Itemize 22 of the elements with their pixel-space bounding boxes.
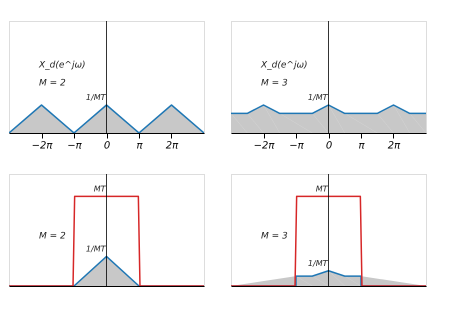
- x-tick-label: 0: [104, 140, 110, 152]
- annotation: M = 3: [261, 232, 288, 242]
- text: M = 3: [261, 78, 288, 89]
- x-tick-label: π: [136, 140, 144, 152]
- text: MT: [94, 184, 107, 194]
- text: X_d(e^jω): [38, 60, 86, 71]
- text: 1/MT: [308, 93, 329, 102]
- x-tick-label: 0: [326, 140, 332, 152]
- text: 1/MT: [86, 93, 107, 102]
- x-tick-label: −2π: [32, 140, 54, 152]
- text: X_d(e^jω): [260, 60, 308, 71]
- x-tick-label: π: [358, 140, 366, 152]
- x-tick-label: −2π: [254, 140, 276, 152]
- annotation: 1/MT: [86, 244, 107, 254]
- x-tick-label: 2π: [388, 140, 402, 152]
- x-tick-label: −π: [289, 140, 305, 152]
- text: M = 2: [39, 78, 66, 89]
- annotation: M = 2: [39, 232, 66, 242]
- x-tick-label: 2π: [166, 140, 180, 152]
- text: MT: [316, 184, 329, 194]
- annotation: 1/MT: [308, 258, 329, 268]
- x-tick-label: −π: [67, 140, 83, 152]
